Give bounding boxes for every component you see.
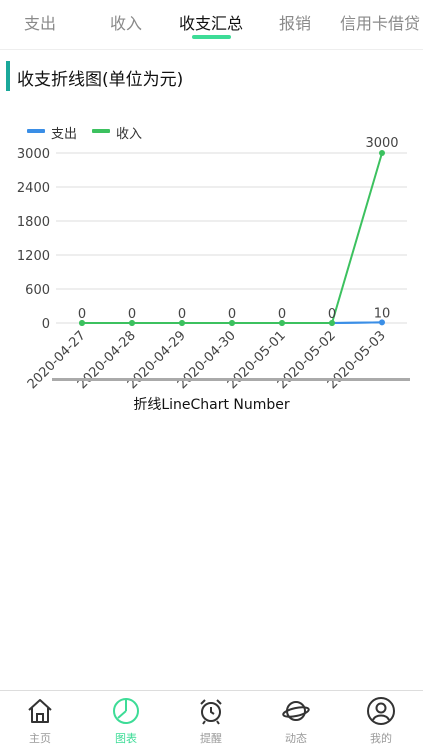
data-point <box>279 320 285 326</box>
data-label: 0 <box>328 307 336 322</box>
tab-summary[interactable]: 收支汇总 <box>179 14 244 33</box>
data-label: 0 <box>228 307 236 322</box>
data-label: 3000 <box>365 136 398 151</box>
section-accent-bar <box>6 61 10 91</box>
nav-moments-label: 动态 <box>285 732 307 745</box>
data-point <box>129 320 135 326</box>
legend-swatch <box>92 129 110 133</box>
data-label: 0 <box>78 307 86 322</box>
tab-credit-card-loan[interactable]: 信用卡借贷 <box>340 14 421 33</box>
nav-chart-label: 图表 <box>115 732 137 745</box>
section-header: 收支折线图(单位为元) <box>0 61 423 91</box>
data-point <box>229 320 235 326</box>
y-tick-label: 600 <box>25 283 50 298</box>
section-title: 收支折线图(单位为元) <box>17 70 184 90</box>
line-chart: 支出 收入0600120018002400300002020-04-2702020… <box>17 127 410 390</box>
nav-chart[interactable]: 图表 <box>96 691 156 748</box>
user-icon <box>367 697 395 725</box>
legend-swatch <box>27 129 45 133</box>
y-tick-label: 1200 <box>17 249 50 264</box>
nav-home-label: 主页 <box>29 732 51 745</box>
bottom-navigation: 主页 图表 提醒 动态 我的 <box>0 690 423 748</box>
legend-label: 收入 <box>116 127 142 142</box>
y-tick-label: 1800 <box>17 215 50 230</box>
nav-home[interactable]: 主页 <box>10 691 70 748</box>
alarm-clock-icon <box>200 699 222 725</box>
planet-icon <box>282 701 310 721</box>
nav-moments[interactable]: 动态 <box>266 691 326 748</box>
data-point <box>379 150 385 156</box>
data-point <box>379 319 385 326</box>
tab-reimbursement[interactable]: 报销 <box>279 14 312 33</box>
data-label: 0 <box>128 307 136 322</box>
data-point <box>329 320 335 326</box>
active-tab-indicator <box>192 35 231 39</box>
x-scrollbar <box>52 378 410 381</box>
nav-reminder-label: 提醒 <box>200 732 222 745</box>
y-tick-label: 2400 <box>17 181 50 196</box>
y-tick-label: 0 <box>42 317 50 332</box>
series-line-segment <box>331 321 383 324</box>
tab-expense[interactable]: 支出 <box>24 14 57 33</box>
chart-caption: 折线LineChart Number <box>133 397 290 413</box>
legend-label: 支出 <box>51 127 77 142</box>
data-point <box>79 320 85 326</box>
data-label: 0 <box>278 307 286 322</box>
top-tab-bar: 支出 收入 收支汇总 报销 信用卡借贷 <box>0 0 423 50</box>
nav-reminder[interactable]: 提醒 <box>181 691 241 748</box>
series-line <box>82 152 383 324</box>
nav-profile[interactable]: 我的 <box>351 691 411 748</box>
y-tick-label: 3000 <box>17 147 50 162</box>
data-point <box>179 320 185 326</box>
data-label: 0 <box>178 307 186 322</box>
home-icon <box>28 699 52 723</box>
data-label: 10 <box>374 306 391 321</box>
tab-income[interactable]: 收入 <box>110 14 143 33</box>
nav-profile-label: 我的 <box>370 732 392 745</box>
chart-icon <box>113 698 139 724</box>
